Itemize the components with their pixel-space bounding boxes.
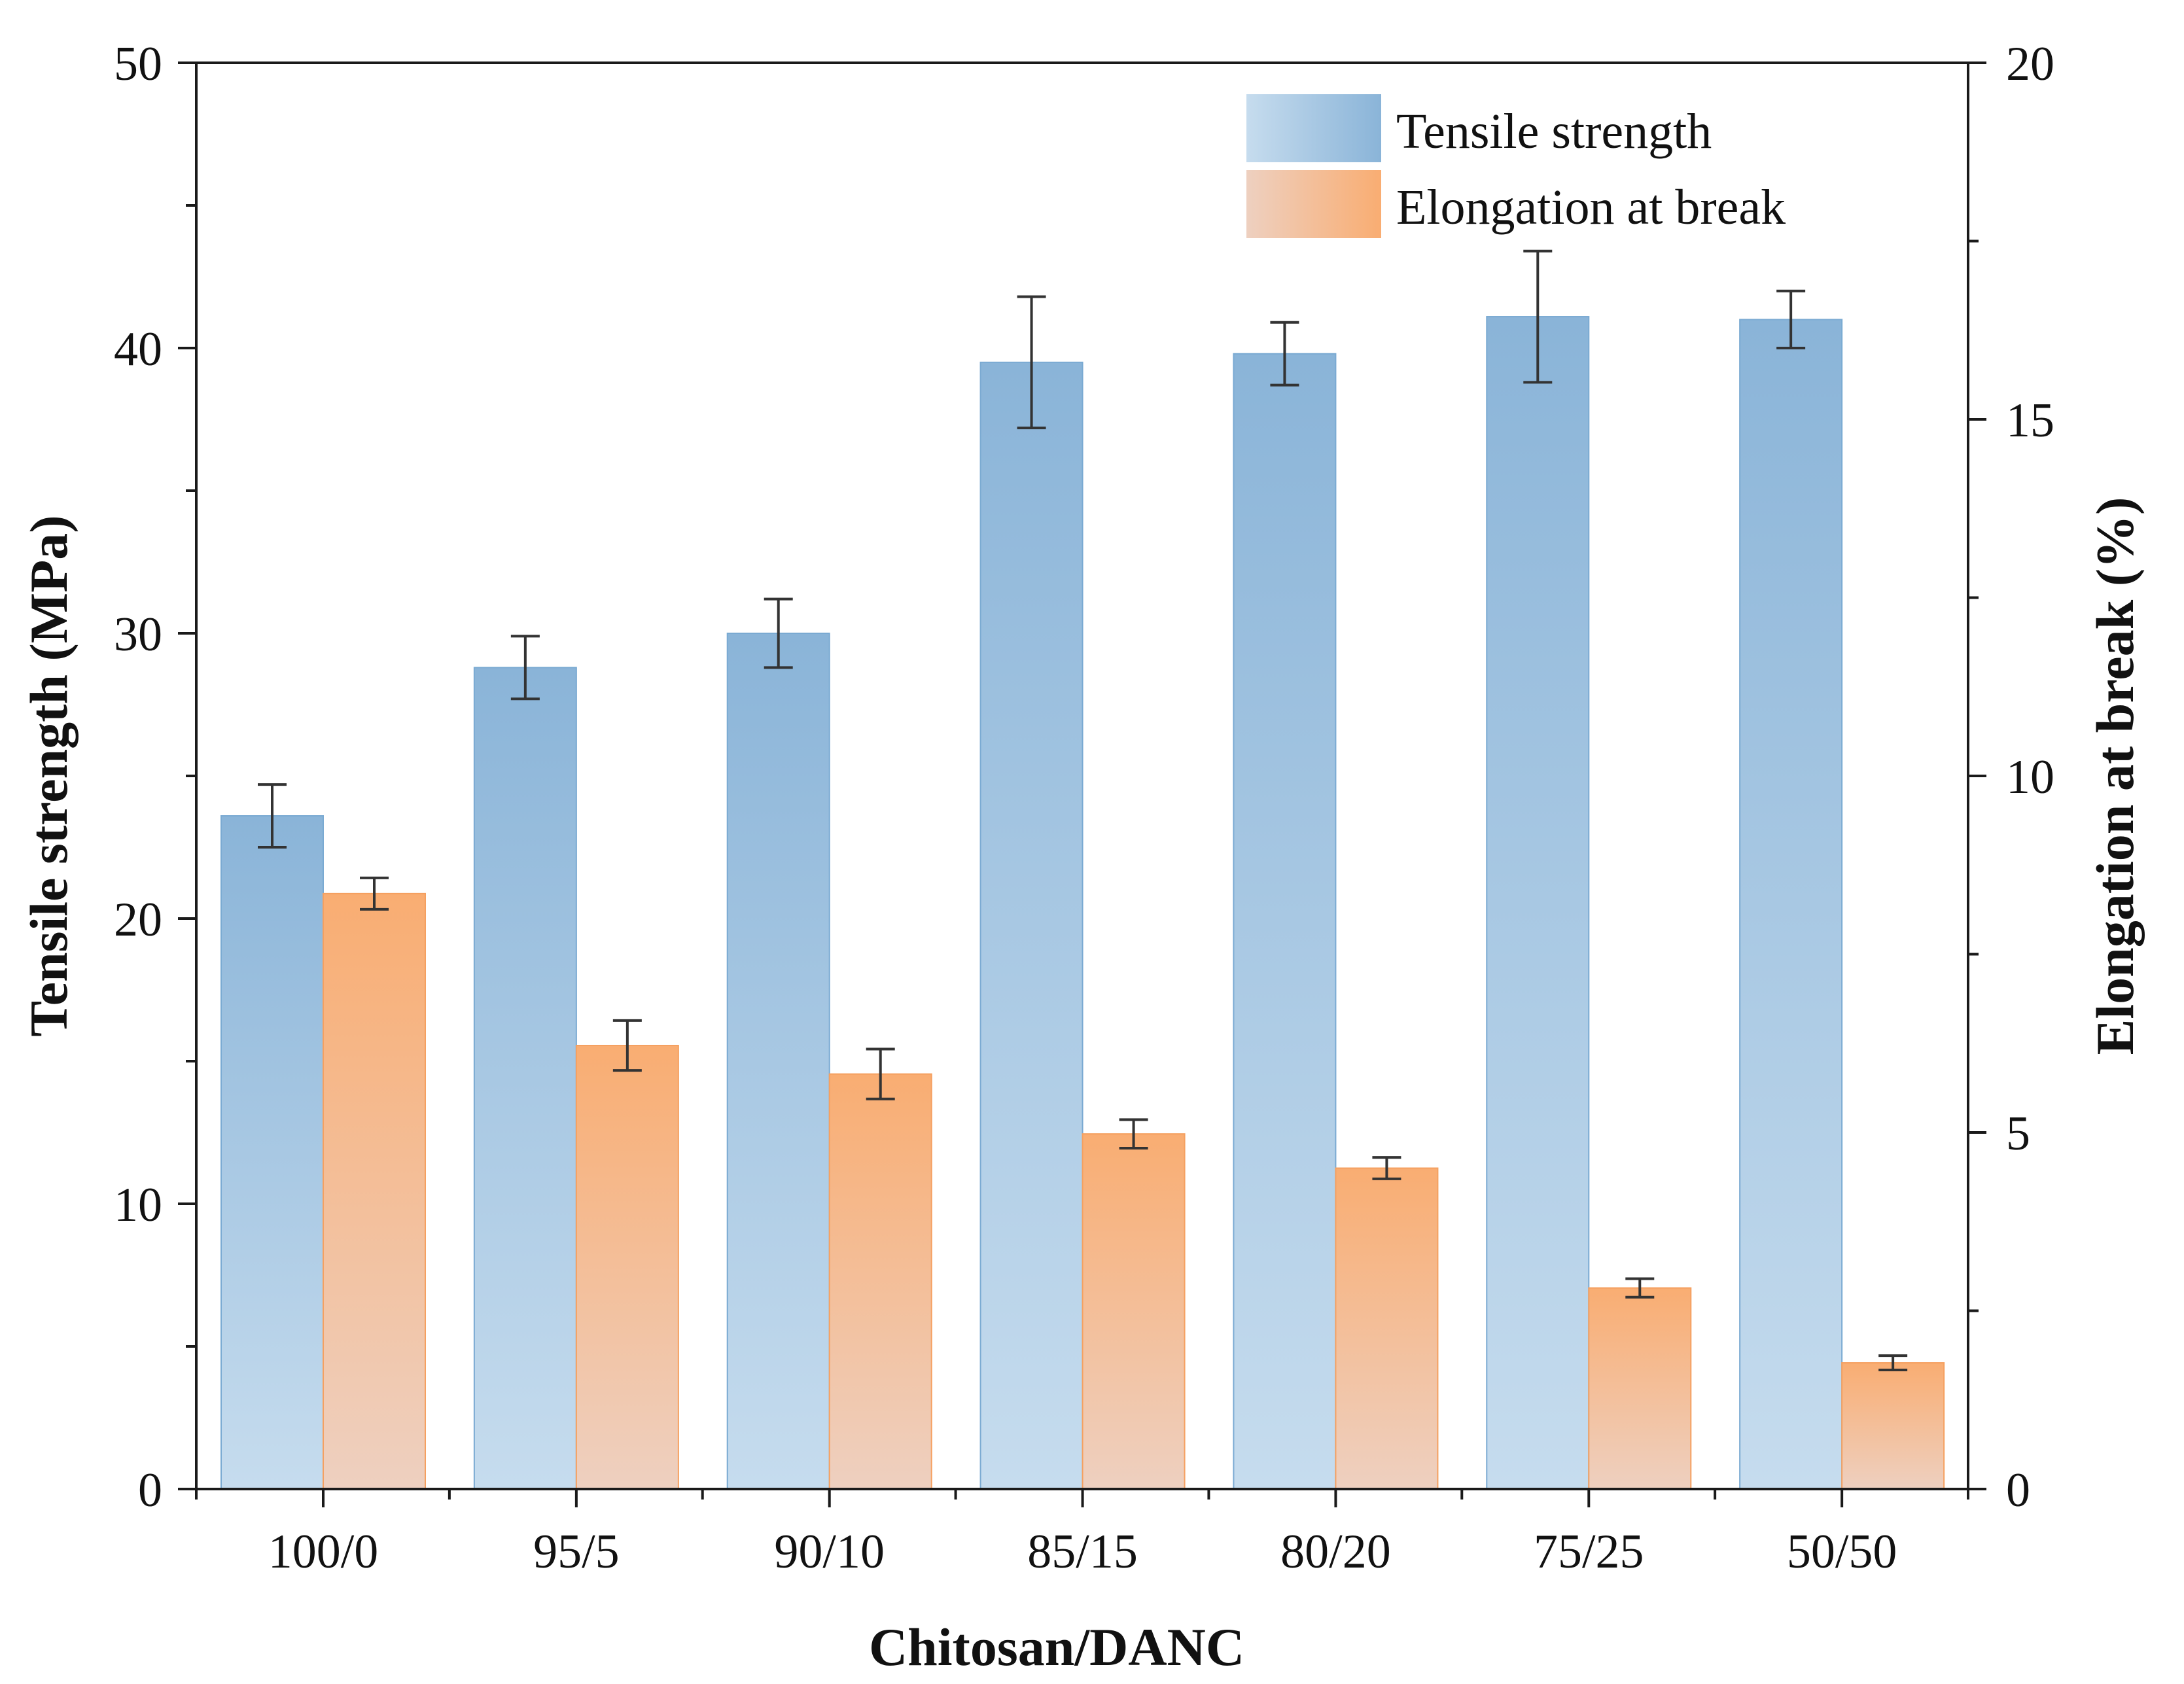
bar-elongation-at-break-85-15 bbox=[1082, 1133, 1186, 1490]
bar-elongation-at-break-50-50 bbox=[1841, 1362, 1945, 1490]
bar-elongation-at-break-95-5 bbox=[575, 1045, 679, 1490]
legend-label-tensile-strength: Tensile strength bbox=[1396, 104, 1712, 159]
x-tick-label: 95/5 bbox=[533, 1525, 620, 1579]
legend: Tensile strength Elongation at break bbox=[1246, 94, 1786, 238]
x-axis: 100/0 95/5 90/10 85/15 80/20 75/25 50/50 bbox=[195, 1489, 1969, 1579]
bar-tensile-strength-100-0 bbox=[220, 815, 324, 1490]
error-bar-tensile-strength-90-10 bbox=[764, 597, 793, 669]
bar-elongation-at-break-75-25 bbox=[1588, 1287, 1692, 1490]
y-tick-label: 20 bbox=[114, 893, 162, 947]
x-tick-label: 80/20 bbox=[1280, 1525, 1391, 1579]
bar-tensile-strength-85-15 bbox=[979, 361, 1083, 1490]
y2-axis-title: Elongation at break (%) bbox=[2085, 497, 2145, 1055]
error-bar-elongation-at-break-95-5 bbox=[612, 1019, 642, 1072]
y2-tick-label: 10 bbox=[2006, 750, 2054, 804]
y2-tick-label: 15 bbox=[2006, 394, 2054, 447]
bar-elongation-at-break-100-0 bbox=[323, 892, 426, 1490]
right-axis: 0 5 10 15 20 bbox=[1968, 37, 2054, 1517]
error-bars-layer bbox=[258, 249, 1908, 1371]
y2-tick-label: 0 bbox=[2006, 1464, 2030, 1517]
x-axis-title: Chitosan/DANC bbox=[869, 1617, 1244, 1677]
error-bar-tensile-strength-50-50 bbox=[1776, 289, 1806, 349]
error-bar-elongation-at-break-50-50 bbox=[1878, 1354, 1908, 1371]
y-tick-label: 50 bbox=[114, 37, 162, 91]
error-bar-elongation-at-break-85-15 bbox=[1119, 1118, 1148, 1149]
error-bar-tensile-strength-85-15 bbox=[1017, 295, 1046, 430]
y-tick-label: 40 bbox=[114, 323, 162, 376]
error-bar-elongation-at-break-90-10 bbox=[866, 1047, 895, 1100]
error-bar-tensile-strength-100-0 bbox=[258, 783, 287, 849]
x-tick-label: 50/50 bbox=[1787, 1525, 1897, 1579]
y-tick-label: 10 bbox=[114, 1178, 162, 1232]
error-bar-tensile-strength-95-5 bbox=[510, 635, 540, 701]
bar-tensile-strength-80-20 bbox=[1233, 353, 1337, 1490]
x-tick-label: 100/0 bbox=[268, 1525, 379, 1579]
y-tick-label: 0 bbox=[138, 1464, 162, 1517]
error-bar-tensile-strength-75-25 bbox=[1523, 249, 1553, 384]
error-bar-elongation-at-break-75-25 bbox=[1625, 1277, 1655, 1299]
bar-tensile-strength-95-5 bbox=[473, 667, 577, 1490]
y2-tick-label: 20 bbox=[2006, 37, 2054, 91]
error-bar-elongation-at-break-100-0 bbox=[360, 876, 389, 911]
x-tick-label: 90/10 bbox=[774, 1525, 885, 1579]
bars-layer bbox=[220, 316, 1945, 1490]
x-tick-label: 75/25 bbox=[1534, 1525, 1644, 1579]
bar-tensile-strength-90-10 bbox=[726, 633, 830, 1490]
error-bar-elongation-at-break-80-20 bbox=[1372, 1156, 1401, 1180]
y-axis-title: Tensile strength (MPa) bbox=[19, 515, 79, 1036]
bar-elongation-at-break-80-20 bbox=[1335, 1167, 1439, 1490]
x-tick-label: 85/15 bbox=[1027, 1525, 1138, 1579]
legend-swatch-tensile-strength bbox=[1246, 94, 1381, 162]
error-bar-tensile-strength-80-20 bbox=[1270, 321, 1299, 387]
bar-tensile-strength-75-25 bbox=[1486, 316, 1590, 1490]
bar-tensile-strength-50-50 bbox=[1739, 319, 1843, 1490]
y2-tick-label: 5 bbox=[2006, 1107, 2030, 1161]
legend-swatch-elongation-at-break bbox=[1246, 170, 1381, 238]
bar-elongation-at-break-90-10 bbox=[828, 1073, 932, 1490]
legend-label-elongation-at-break: Elongation at break bbox=[1396, 180, 1786, 235]
left-axis: 0 10 20 30 40 50 bbox=[114, 37, 196, 1517]
y-tick-label: 30 bbox=[114, 608, 162, 661]
